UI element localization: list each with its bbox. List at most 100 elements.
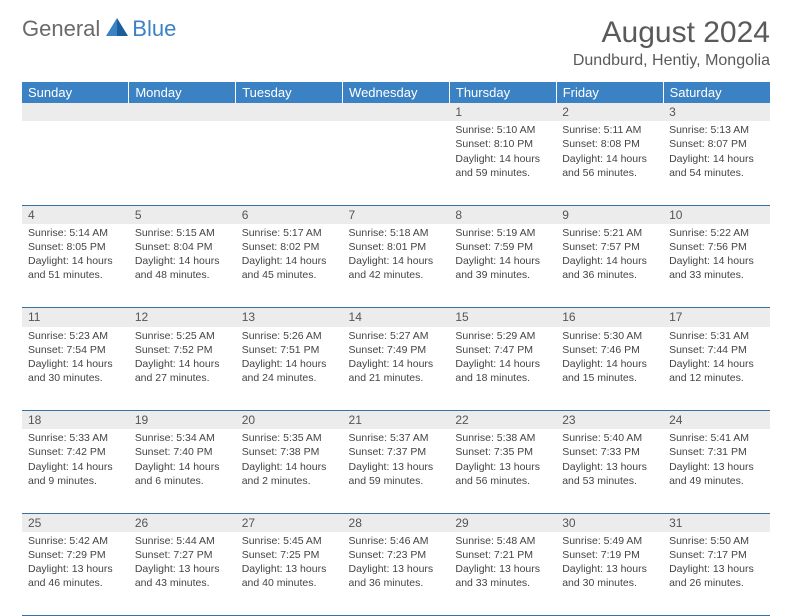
- day-cell-body: Sunrise: 5:46 AMSunset: 7:23 PMDaylight:…: [343, 532, 450, 595]
- day-cell: [343, 121, 450, 205]
- sunrise-line: Sunrise: 5:22 AM: [669, 226, 764, 240]
- daylight-line: Daylight: 13 hours and 46 minutes.: [28, 562, 123, 590]
- daylight-line: Daylight: 14 hours and 59 minutes.: [455, 152, 550, 180]
- daylight-line: Daylight: 14 hours and 18 minutes.: [455, 357, 550, 385]
- sunrise-line: Sunrise: 5:40 AM: [562, 431, 657, 445]
- day-cell: Sunrise: 5:48 AMSunset: 7:21 PMDaylight:…: [449, 532, 556, 616]
- location-text: Dundburd, Hentiy, Mongolia: [573, 52, 770, 70]
- day-header: Friday: [556, 82, 663, 103]
- day-cell: [129, 121, 236, 205]
- logo-mark-icon: [106, 16, 128, 42]
- day-number-cell: 9: [556, 205, 663, 224]
- title-block: August 2024 Dundburd, Hentiy, Mongolia: [573, 16, 770, 70]
- sunset-line: Sunset: 7:29 PM: [28, 548, 123, 562]
- daylight-line: Daylight: 14 hours and 48 minutes.: [135, 254, 230, 282]
- day-header: Wednesday: [343, 82, 450, 103]
- sunset-line: Sunset: 7:31 PM: [669, 445, 764, 459]
- page-header: General Blue August 2024 Dundburd, Henti…: [22, 16, 770, 70]
- sunrise-line: Sunrise: 5:44 AM: [135, 534, 230, 548]
- day-cell-body: Sunrise: 5:13 AMSunset: 8:07 PMDaylight:…: [663, 121, 770, 184]
- day-number-cell: [343, 103, 450, 121]
- day-number-cell: 24: [663, 411, 770, 430]
- daylight-line: Daylight: 13 hours and 30 minutes.: [562, 562, 657, 590]
- week-row: Sunrise: 5:33 AMSunset: 7:42 PMDaylight:…: [22, 429, 770, 513]
- sunrise-line: Sunrise: 5:35 AM: [242, 431, 337, 445]
- sunrise-line: Sunrise: 5:37 AM: [349, 431, 444, 445]
- day-number-cell: 16: [556, 308, 663, 327]
- daylight-line: Daylight: 14 hours and 45 minutes.: [242, 254, 337, 282]
- daylight-line: Daylight: 14 hours and 21 minutes.: [349, 357, 444, 385]
- sunset-line: Sunset: 7:35 PM: [455, 445, 550, 459]
- sunrise-line: Sunrise: 5:45 AM: [242, 534, 337, 548]
- day-number-cell: 13: [236, 308, 343, 327]
- day-number-cell: 23: [556, 411, 663, 430]
- day-cell: Sunrise: 5:46 AMSunset: 7:23 PMDaylight:…: [343, 532, 450, 616]
- sunset-line: Sunset: 7:44 PM: [669, 343, 764, 357]
- sunrise-line: Sunrise: 5:14 AM: [28, 226, 123, 240]
- sunrise-line: Sunrise: 5:48 AM: [455, 534, 550, 548]
- day-cell: Sunrise: 5:30 AMSunset: 7:46 PMDaylight:…: [556, 327, 663, 411]
- day-number-cell: 18: [22, 411, 129, 430]
- day-cell-body: Sunrise: 5:27 AMSunset: 7:49 PMDaylight:…: [343, 327, 450, 390]
- day-number-cell: [236, 103, 343, 121]
- sunset-line: Sunset: 7:25 PM: [242, 548, 337, 562]
- day-cell-body: Sunrise: 5:50 AMSunset: 7:17 PMDaylight:…: [663, 532, 770, 595]
- day-number-cell: 8: [449, 205, 556, 224]
- day-cell: Sunrise: 5:31 AMSunset: 7:44 PMDaylight:…: [663, 327, 770, 411]
- sunrise-line: Sunrise: 5:26 AM: [242, 329, 337, 343]
- day-number-cell: 6: [236, 205, 343, 224]
- day-cell: Sunrise: 5:40 AMSunset: 7:33 PMDaylight:…: [556, 429, 663, 513]
- week-row: Sunrise: 5:42 AMSunset: 7:29 PMDaylight:…: [22, 532, 770, 616]
- sunrise-line: Sunrise: 5:33 AM: [28, 431, 123, 445]
- day-number-cell: 21: [343, 411, 450, 430]
- day-number-cell: 3: [663, 103, 770, 121]
- day-cell-body: Sunrise: 5:14 AMSunset: 8:05 PMDaylight:…: [22, 224, 129, 287]
- day-header: Saturday: [663, 82, 770, 103]
- week-row: Sunrise: 5:10 AMSunset: 8:10 PMDaylight:…: [22, 121, 770, 205]
- day-cell: Sunrise: 5:33 AMSunset: 7:42 PMDaylight:…: [22, 429, 129, 513]
- daylight-line: Daylight: 13 hours and 33 minutes.: [455, 562, 550, 590]
- day-cell: [236, 121, 343, 205]
- logo-text-2: Blue: [132, 16, 176, 42]
- daylight-line: Daylight: 14 hours and 12 minutes.: [669, 357, 764, 385]
- daylight-line: Daylight: 14 hours and 6 minutes.: [135, 460, 230, 488]
- day-number-row: 123: [22, 103, 770, 121]
- sunset-line: Sunset: 7:19 PM: [562, 548, 657, 562]
- day-cell-body: Sunrise: 5:11 AMSunset: 8:08 PMDaylight:…: [556, 121, 663, 184]
- daylight-line: Daylight: 13 hours and 40 minutes.: [242, 562, 337, 590]
- day-cell: Sunrise: 5:22 AMSunset: 7:56 PMDaylight:…: [663, 224, 770, 308]
- day-cell: Sunrise: 5:29 AMSunset: 7:47 PMDaylight:…: [449, 327, 556, 411]
- sunset-line: Sunset: 8:02 PM: [242, 240, 337, 254]
- day-number-cell: 2: [556, 103, 663, 121]
- daylight-line: Daylight: 14 hours and 24 minutes.: [242, 357, 337, 385]
- day-cell: Sunrise: 5:27 AMSunset: 7:49 PMDaylight:…: [343, 327, 450, 411]
- day-cell: Sunrise: 5:23 AMSunset: 7:54 PMDaylight:…: [22, 327, 129, 411]
- day-header: Tuesday: [236, 82, 343, 103]
- day-cell: Sunrise: 5:44 AMSunset: 7:27 PMDaylight:…: [129, 532, 236, 616]
- day-number-cell: 29: [449, 513, 556, 532]
- day-number-cell: 27: [236, 513, 343, 532]
- day-number-cell: 15: [449, 308, 556, 327]
- logo: General Blue: [22, 16, 176, 42]
- day-number-cell: 22: [449, 411, 556, 430]
- day-number-cell: 7: [343, 205, 450, 224]
- sunset-line: Sunset: 7:23 PM: [349, 548, 444, 562]
- sunset-line: Sunset: 7:17 PM: [669, 548, 764, 562]
- day-cell-body: Sunrise: 5:31 AMSunset: 7:44 PMDaylight:…: [663, 327, 770, 390]
- daylight-line: Daylight: 14 hours and 15 minutes.: [562, 357, 657, 385]
- day-cell-body: Sunrise: 5:42 AMSunset: 7:29 PMDaylight:…: [22, 532, 129, 595]
- day-cell-body: Sunrise: 5:17 AMSunset: 8:02 PMDaylight:…: [236, 224, 343, 287]
- day-number-cell: 26: [129, 513, 236, 532]
- sunrise-line: Sunrise: 5:30 AM: [562, 329, 657, 343]
- day-header: Thursday: [449, 82, 556, 103]
- day-cell: Sunrise: 5:10 AMSunset: 8:10 PMDaylight:…: [449, 121, 556, 205]
- day-cell-body: Sunrise: 5:49 AMSunset: 7:19 PMDaylight:…: [556, 532, 663, 595]
- daylight-line: Daylight: 13 hours and 59 minutes.: [349, 460, 444, 488]
- day-cell: Sunrise: 5:41 AMSunset: 7:31 PMDaylight:…: [663, 429, 770, 513]
- sunrise-line: Sunrise: 5:50 AM: [669, 534, 764, 548]
- day-number-cell: [129, 103, 236, 121]
- day-cell-body: Sunrise: 5:22 AMSunset: 7:56 PMDaylight:…: [663, 224, 770, 287]
- sunset-line: Sunset: 8:10 PM: [455, 137, 550, 151]
- sunrise-line: Sunrise: 5:18 AM: [349, 226, 444, 240]
- sunrise-line: Sunrise: 5:11 AM: [562, 123, 657, 137]
